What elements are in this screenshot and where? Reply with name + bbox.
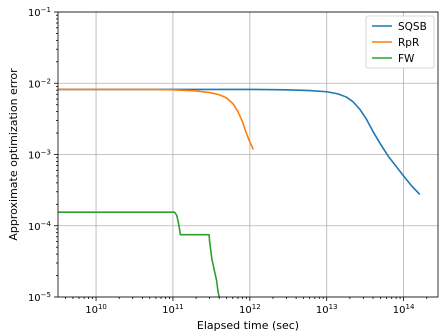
axis-ticks: 1010 1011 1012 1013 1014 10−5 10−4 10−3 10−2 10−1 — [28, 6, 428, 316]
series-group — [58, 88, 421, 297]
x-tick-label: 1012 — [239, 303, 261, 316]
x-tick-label: 1010 — [85, 303, 107, 316]
x-tick-label: 1011 — [162, 303, 184, 316]
legend-label-fw: FW — [398, 53, 415, 65]
legend-box — [365, 15, 435, 69]
x-tick-label: 1014 — [393, 303, 415, 316]
series-line-rpr — [58, 88, 254, 150]
x-tick-label: 1013 — [316, 303, 338, 316]
y-tick-label: 10−1 — [28, 6, 51, 19]
y-tick-label: 10−5 — [28, 291, 51, 304]
y-axis-title: Approximate optimization error — [7, 68, 20, 241]
legend-label-sqsb: SQSB — [398, 21, 427, 33]
legend: SQSB RpR FW — [365, 15, 435, 69]
y-tick-label: 10−4 — [28, 220, 52, 233]
series-line-fw — [58, 211, 221, 297]
x-axis-title: Elapsed time (sec) — [197, 319, 299, 332]
y-tick-label: 10−2 — [28, 77, 51, 90]
legend-label-rpr: RpR — [398, 37, 419, 49]
series-line-sqsb — [58, 88, 421, 195]
y-tick-label: 10−3 — [28, 149, 51, 162]
